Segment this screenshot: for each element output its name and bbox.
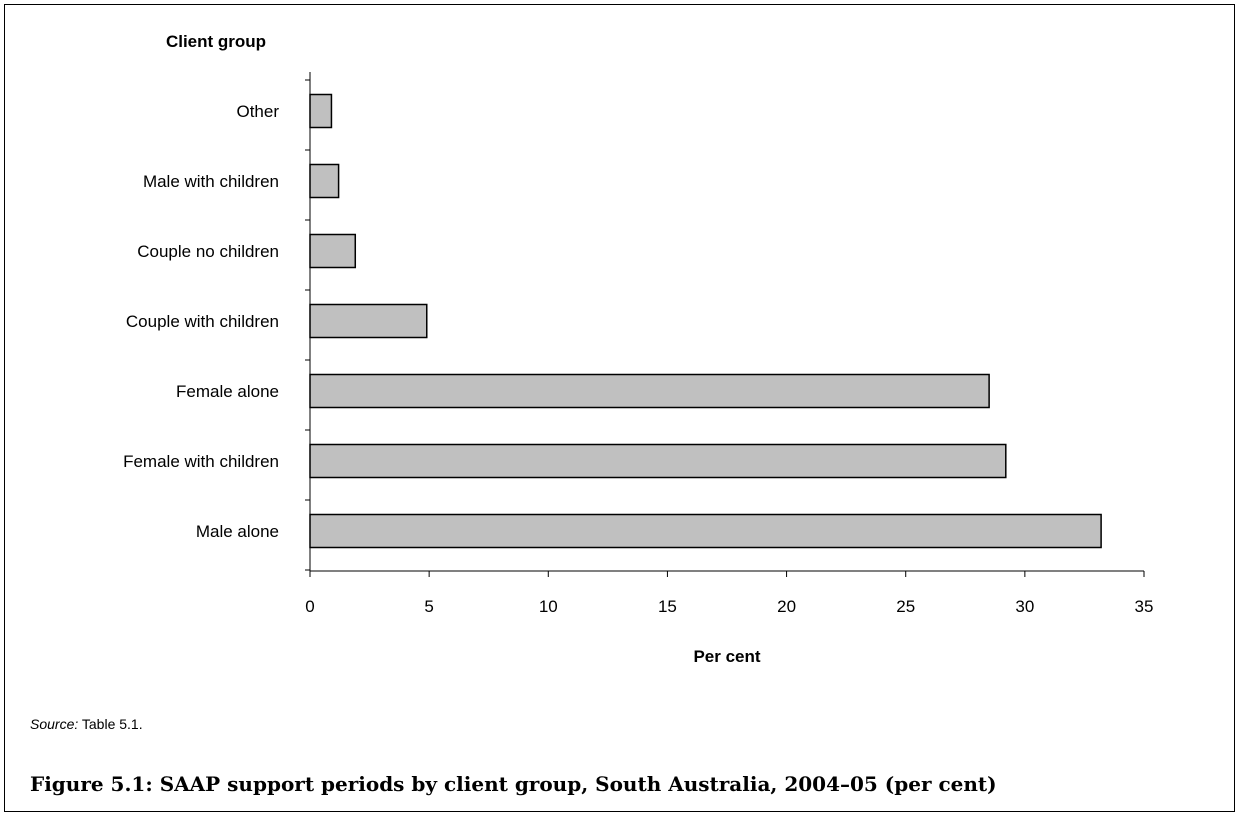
x-tick-label: 25 <box>896 597 915 616</box>
category-label: Female with children <box>123 452 279 471</box>
axes-group <box>305 72 1145 577</box>
x-tick-label: 35 <box>1135 597 1154 616</box>
x-tick-label: 15 <box>658 597 677 616</box>
category-label: Couple with children <box>126 312 279 331</box>
category-labels: Other Male with children Couple no childre… <box>123 102 279 541</box>
bar-male-with-children <box>309 163 340 199</box>
x-axis-title: Per cent <box>693 647 760 666</box>
bar-couple-with-children <box>309 303 428 339</box>
category-label: Male with children <box>143 172 279 191</box>
x-tick-label: 5 <box>424 597 433 616</box>
x-tick-labels: 0 5 10 15 20 25 30 35 <box>305 597 1153 616</box>
x-tick-label: 30 <box>1015 597 1034 616</box>
figure-caption: Figure 5.1: SAAP support periods by clie… <box>30 772 997 796</box>
bar-couple-no-children <box>309 233 357 269</box>
bars-group <box>309 93 1102 549</box>
bar-other <box>309 93 333 129</box>
category-label: Female alone <box>176 382 279 401</box>
category-label: Other <box>236 102 279 121</box>
category-label: Male alone <box>196 522 279 541</box>
category-label: Couple no children <box>137 242 279 261</box>
source-prefix: Source: <box>30 716 79 732</box>
bar-female-alone <box>309 373 990 409</box>
bar-male-alone <box>309 513 1102 549</box>
x-tick-label: 20 <box>777 597 796 616</box>
bar-female-with-children <box>309 443 1007 479</box>
x-tick-label: 0 <box>305 597 314 616</box>
y-axis-title: Client group <box>166 32 266 51</box>
source-note: Source: Table 5.1. <box>30 716 143 732</box>
source-text: Table 5.1. <box>78 716 143 732</box>
x-tick-label: 10 <box>539 597 558 616</box>
